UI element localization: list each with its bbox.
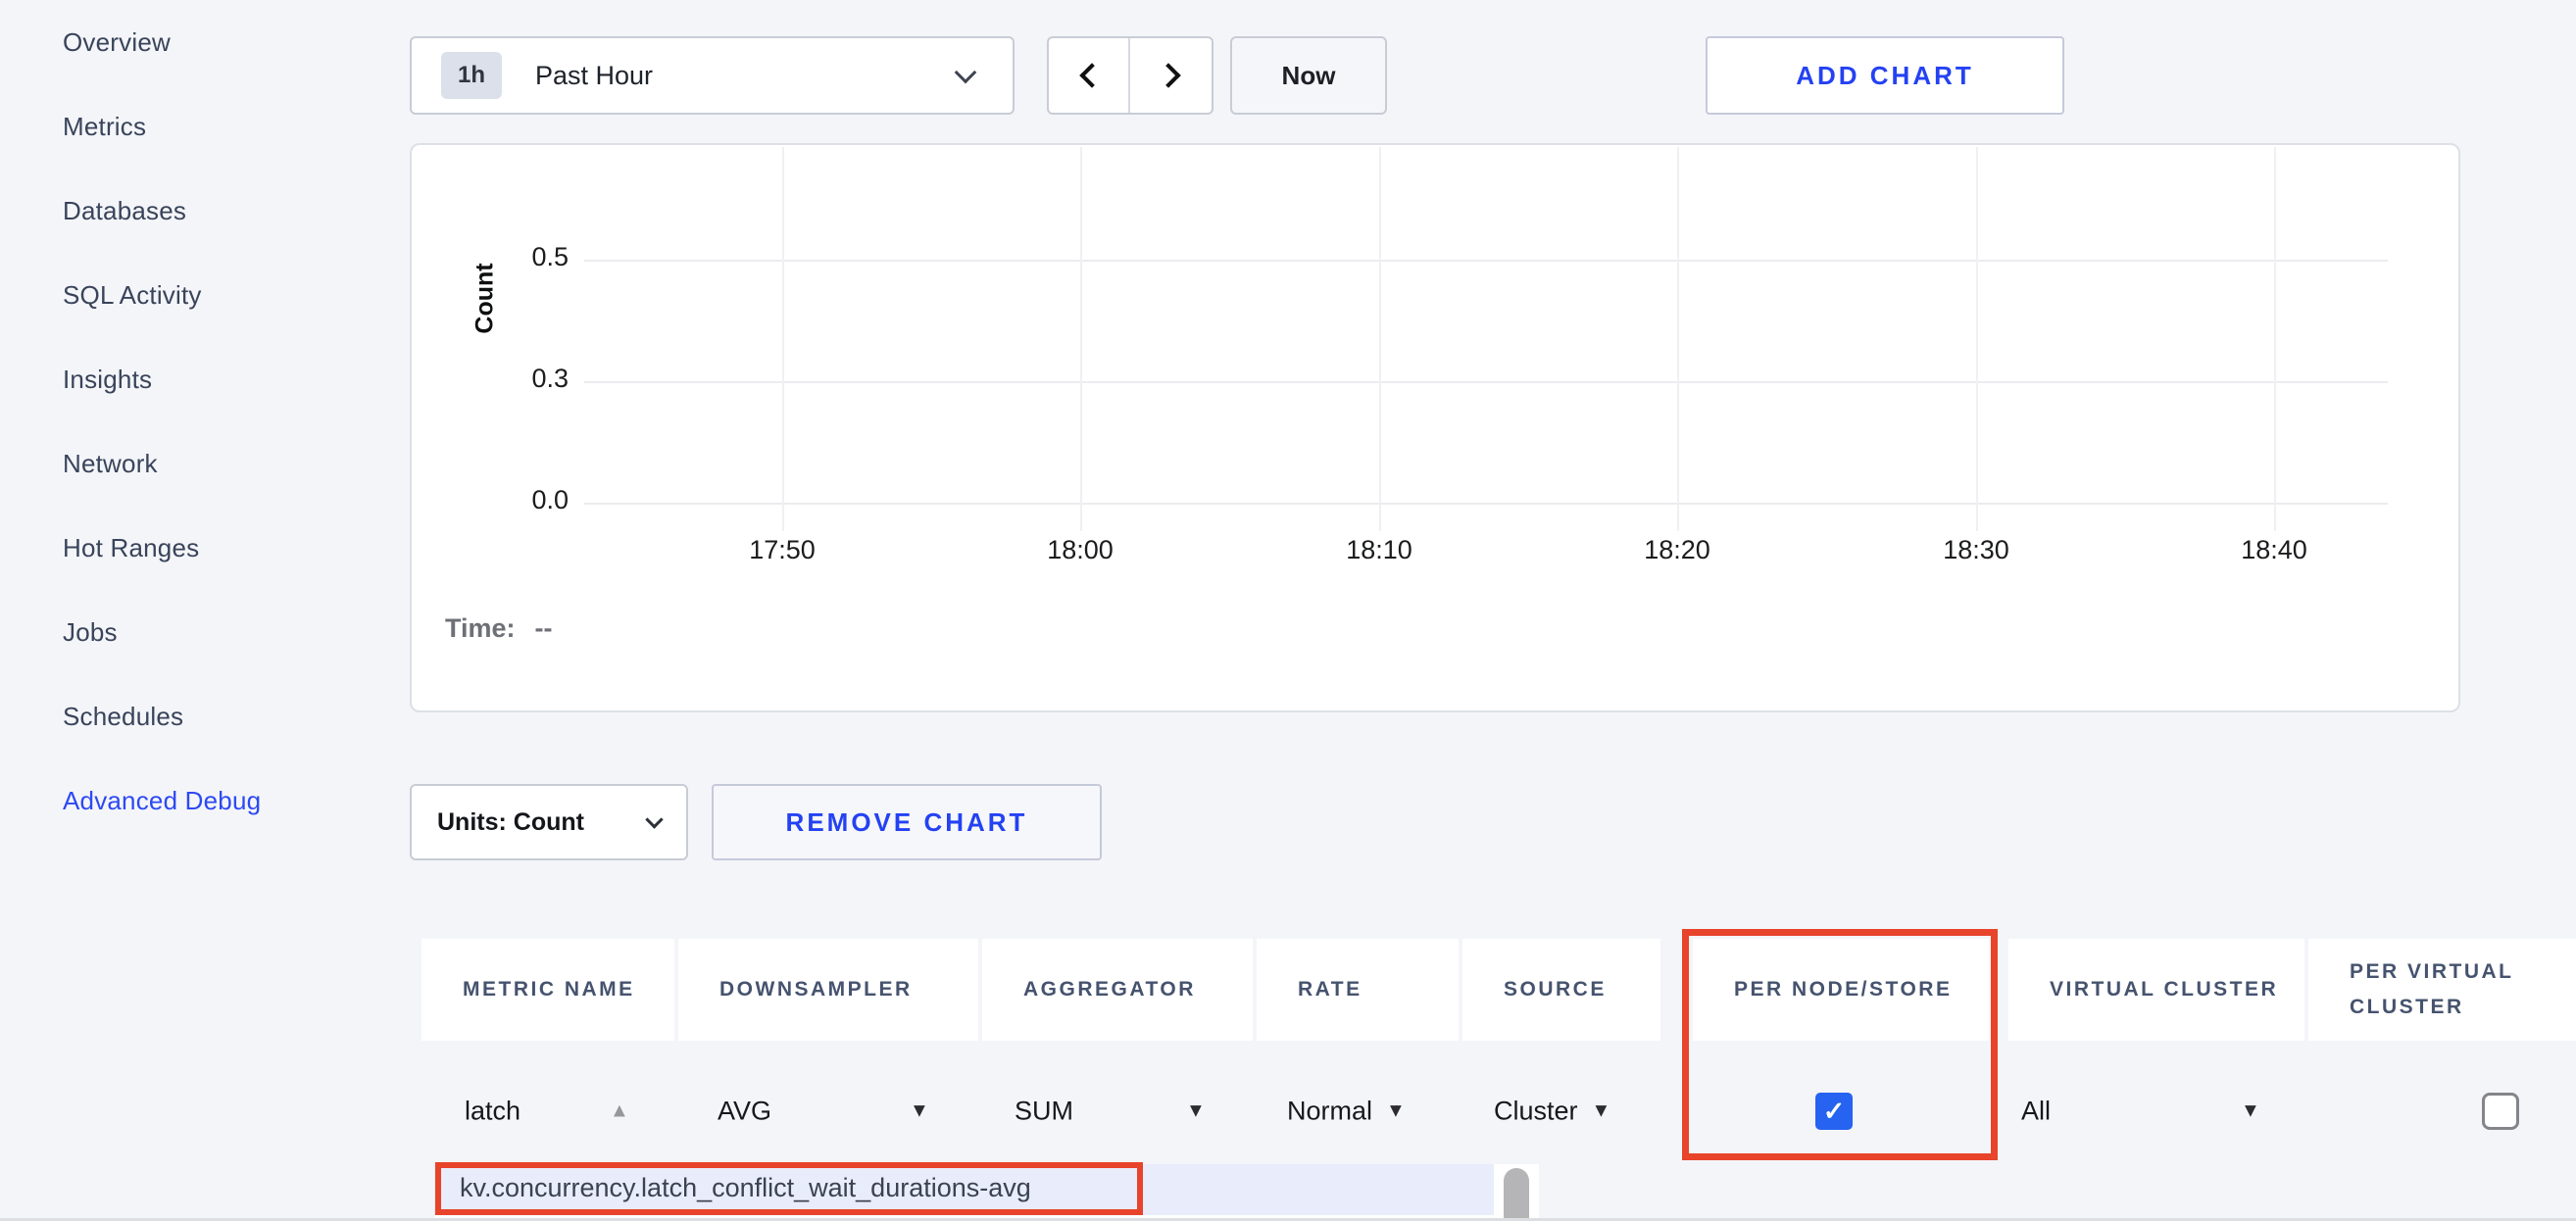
next-range-button[interactable] [1130,38,1212,113]
column-header-aggregator: AGGREGATOR [982,939,1253,1041]
custom-chart-panel: Count 0.5 0.3 0.0 17:50 18:00 18:10 18:2… [410,143,2460,712]
units-label: Units: Count [437,807,584,836]
add-chart-button[interactable]: ADD CHART [1706,36,2064,115]
column-header-rate: RATE [1257,939,1459,1041]
rate-value: Normal [1287,1096,1373,1126]
time-value: -- [534,613,553,643]
x-tick-label: 18:40 [2241,535,2307,564]
chevron-down-icon [645,809,664,829]
metric-suggestions-dropdown: kv.concurrency.latch_conflict_wait_durat… [434,1164,1539,1221]
metric-table-row: latch ▲ AVG ▼ SUM ▼ Normal ▼ Cluster ▼ ✓… [0,1064,2576,1158]
sidebar-item-schedules[interactable]: Schedules [63,701,184,731]
time-window-label: Past Hour [535,60,654,90]
prev-range-button[interactable] [1049,38,1130,113]
viewport-bottom-edge [0,1218,2576,1221]
y-tick-label: 0.0 [531,485,569,514]
x-tick-label: 18:30 [1943,535,2009,564]
sidebar-item-network[interactable]: Network [63,448,158,478]
source-value: Cluster [1494,1096,1578,1126]
rate-select[interactable]: Normal ▼ [1287,1097,1406,1127]
gridline [584,503,2388,505]
time-range-pager [1047,36,1214,115]
time-window-selector[interactable]: 1h Past Hour [410,36,1015,115]
per-virtual-cluster-checkbox[interactable] [2482,1093,2519,1130]
sidebar-item-sql-activity[interactable]: SQL Activity [63,279,202,310]
sidebar-item-databases[interactable]: Databases [63,195,187,225]
gridline [2274,147,2276,531]
check-icon: ✓ [1822,1096,1846,1126]
remove-chart-button[interactable]: REMOVE CHART [712,784,1102,860]
sidebar-item-jobs[interactable]: Jobs [63,616,118,647]
triangle-down-icon[interactable]: ▼ [910,1099,929,1122]
now-button[interactable]: Now [1230,36,1387,115]
triangle-down-icon: ▼ [1591,1099,1611,1122]
hover-time-readout: Time: -- [445,613,553,644]
sidebar-item-metrics[interactable]: Metrics [63,111,147,141]
y-tick-label: 0.3 [531,364,569,393]
units-select[interactable]: Units: Count [410,784,688,860]
downsampler-select[interactable]: AVG [718,1096,772,1126]
y-tick-label: 0.5 [531,242,569,271]
sidebar-item-hot-ranges[interactable]: Hot Ranges [63,532,200,562]
y-axis-label: Count [471,263,499,334]
column-header-metric-name: METRIC NAME [421,939,674,1041]
source-select[interactable]: Cluster ▼ [1494,1097,1610,1127]
gridline [1976,147,1978,531]
time-window-badge: 1h [441,52,502,99]
x-tick-label: 17:50 [749,535,816,564]
chevron-right-icon [1155,63,1181,88]
triangle-down-icon[interactable]: ▼ [2241,1099,2260,1122]
x-tick-label: 18:20 [1644,535,1710,564]
x-tick-label: 18:00 [1047,535,1114,564]
column-header-per-node-store: PER NODE/STORE [1693,939,1989,1041]
gridline [1677,147,1679,531]
metric-name-input[interactable]: latch [465,1096,521,1126]
gridline [1379,147,1381,531]
sidebar-item-insights[interactable]: Insights [63,364,153,394]
aggregator-select[interactable]: SUM [1015,1096,1073,1126]
suggestion-item[interactable]: kv.concurrency.latch_conflict_wait_durat… [460,1173,1031,1202]
dropdown-scrollbar-thumb[interactable] [1504,1168,1529,1221]
chevron-down-icon [954,61,977,84]
x-tick-label: 18:10 [1346,535,1412,564]
gridline [782,147,784,531]
per-node-store-checkbox[interactable]: ✓ [1815,1093,1853,1130]
triangle-down-icon: ▼ [1386,1099,1406,1122]
sidebar-item-advanced-debug[interactable]: Advanced Debug [63,785,262,815]
chevron-left-icon [1078,63,1105,88]
sidebar-nav: Overview Metrics Databases SQL Activity … [63,0,386,843]
virtual-cluster-select[interactable]: All [2021,1096,2052,1126]
column-header-per-virtual-cluster: PER VIRTUAL CLUSTER [2308,939,2576,1041]
gridline [1080,147,1082,531]
triangle-up-icon[interactable]: ▲ [610,1099,629,1122]
gridline [584,381,2388,383]
triangle-down-icon[interactable]: ▼ [1186,1099,1206,1122]
time-label: Time: [445,613,516,643]
column-header-source: SOURCE [1462,939,1660,1041]
gridline [584,260,2388,262]
column-header-virtual-cluster: VIRTUAL CLUSTER [2008,939,2304,1041]
column-header-downsampler: DOWNSAMPLER [678,939,978,1041]
sidebar-item-overview[interactable]: Overview [63,26,171,57]
